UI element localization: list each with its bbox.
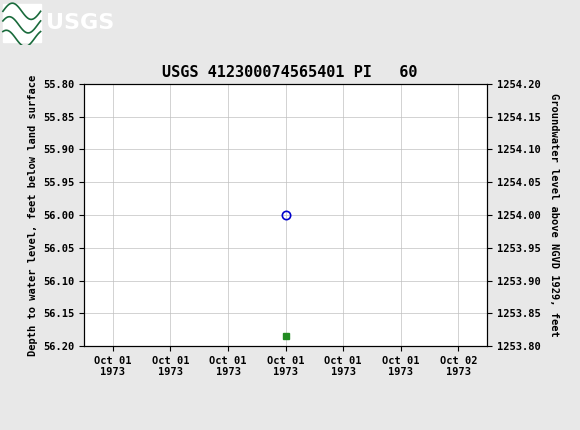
Text: USGS 412300074565401 PI   60: USGS 412300074565401 PI 60: [162, 64, 418, 80]
Text: USGS: USGS: [46, 12, 115, 33]
FancyBboxPatch shape: [3, 3, 41, 42]
Y-axis label: Depth to water level, feet below land surface: Depth to water level, feet below land su…: [28, 74, 38, 356]
Y-axis label: Groundwater level above NGVD 1929, feet: Groundwater level above NGVD 1929, feet: [549, 93, 559, 337]
